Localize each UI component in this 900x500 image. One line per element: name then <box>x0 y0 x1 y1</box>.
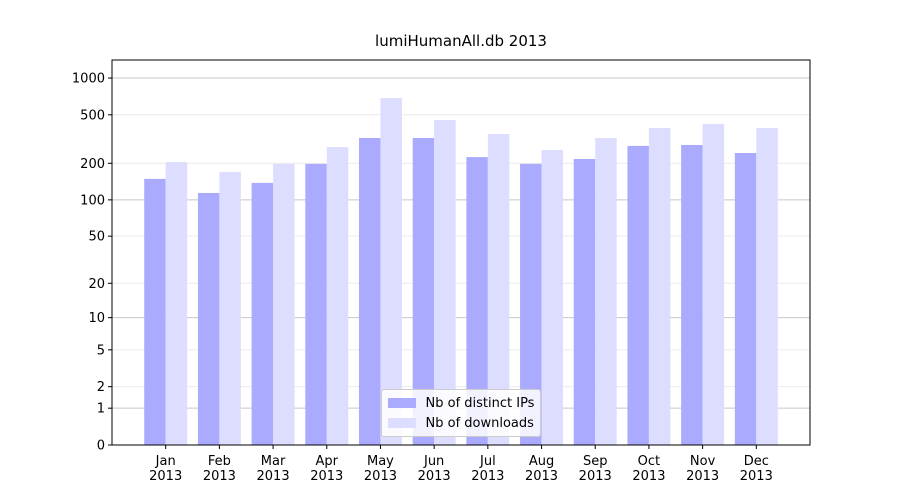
bar <box>326 147 349 446</box>
x-tick-label: May 2013 <box>363 454 397 484</box>
x-tick-label: Dec 2013 <box>739 454 773 484</box>
legend-label: Nb of downloads <box>425 415 534 431</box>
bar <box>734 153 757 445</box>
y-tick-label: 200 <box>80 157 105 172</box>
x-tick-label: Nov 2013 <box>686 454 720 484</box>
x-tick-label: Aug 2013 <box>524 454 559 484</box>
bar <box>197 192 220 445</box>
legend-swatch <box>387 418 416 428</box>
bar <box>434 120 456 445</box>
legend-swatch <box>387 398 416 408</box>
bar <box>273 163 295 445</box>
legend: Nb of distinct IPs Nb of downloads <box>380 389 542 437</box>
bar <box>487 134 510 445</box>
bar <box>648 127 671 445</box>
x-tick-label: Sep 2013 <box>578 454 612 484</box>
bar <box>412 137 435 445</box>
bar <box>756 127 778 445</box>
bar <box>520 163 542 445</box>
plot-frame <box>111 59 811 446</box>
y-tick-label: 50 <box>88 230 105 245</box>
x-tick-label: Mar 2013 <box>256 454 290 484</box>
legend-item: Nb of downloads <box>387 413 535 433</box>
bar <box>305 163 327 445</box>
y-tick-label: 500 <box>80 108 105 123</box>
bar <box>165 162 188 446</box>
bar <box>380 98 402 445</box>
y-tick-label: 0 <box>97 439 105 454</box>
y-tick-label: 10 <box>88 311 105 326</box>
x-tick-label: Jun 2013 <box>417 454 451 484</box>
bar <box>595 137 617 445</box>
y-tick-label: 100 <box>80 193 105 208</box>
bar <box>573 159 596 445</box>
bar <box>466 157 488 445</box>
x-tick-label: Oct 2013 <box>632 454 666 484</box>
x-tick-label: Feb 2013 <box>202 454 236 484</box>
bar <box>702 123 725 445</box>
y-tick-label: 20 <box>88 277 105 292</box>
bar <box>627 145 649 445</box>
bar <box>541 150 564 445</box>
x-tick-label: Jan 2013 <box>149 454 183 484</box>
bar <box>144 178 166 445</box>
y-tick-label: 1000 <box>72 72 105 87</box>
x-tick-label: Apr 2013 <box>310 454 344 484</box>
y-tick-label: 1 <box>97 402 105 417</box>
y-tick-label: 2 <box>97 380 105 395</box>
y-tick-label: 5 <box>97 343 105 358</box>
x-tick-label: Jul 2013 <box>471 454 505 484</box>
legend-label: Nb of distinct IPs <box>425 395 535 411</box>
bar <box>358 137 381 445</box>
bar <box>219 171 241 446</box>
legend-item: Nb of distinct IPs <box>387 393 535 413</box>
bar <box>681 144 703 446</box>
chart-title: lumiHumanAll.db 2013 <box>375 32 547 50</box>
bar <box>251 182 274 446</box>
